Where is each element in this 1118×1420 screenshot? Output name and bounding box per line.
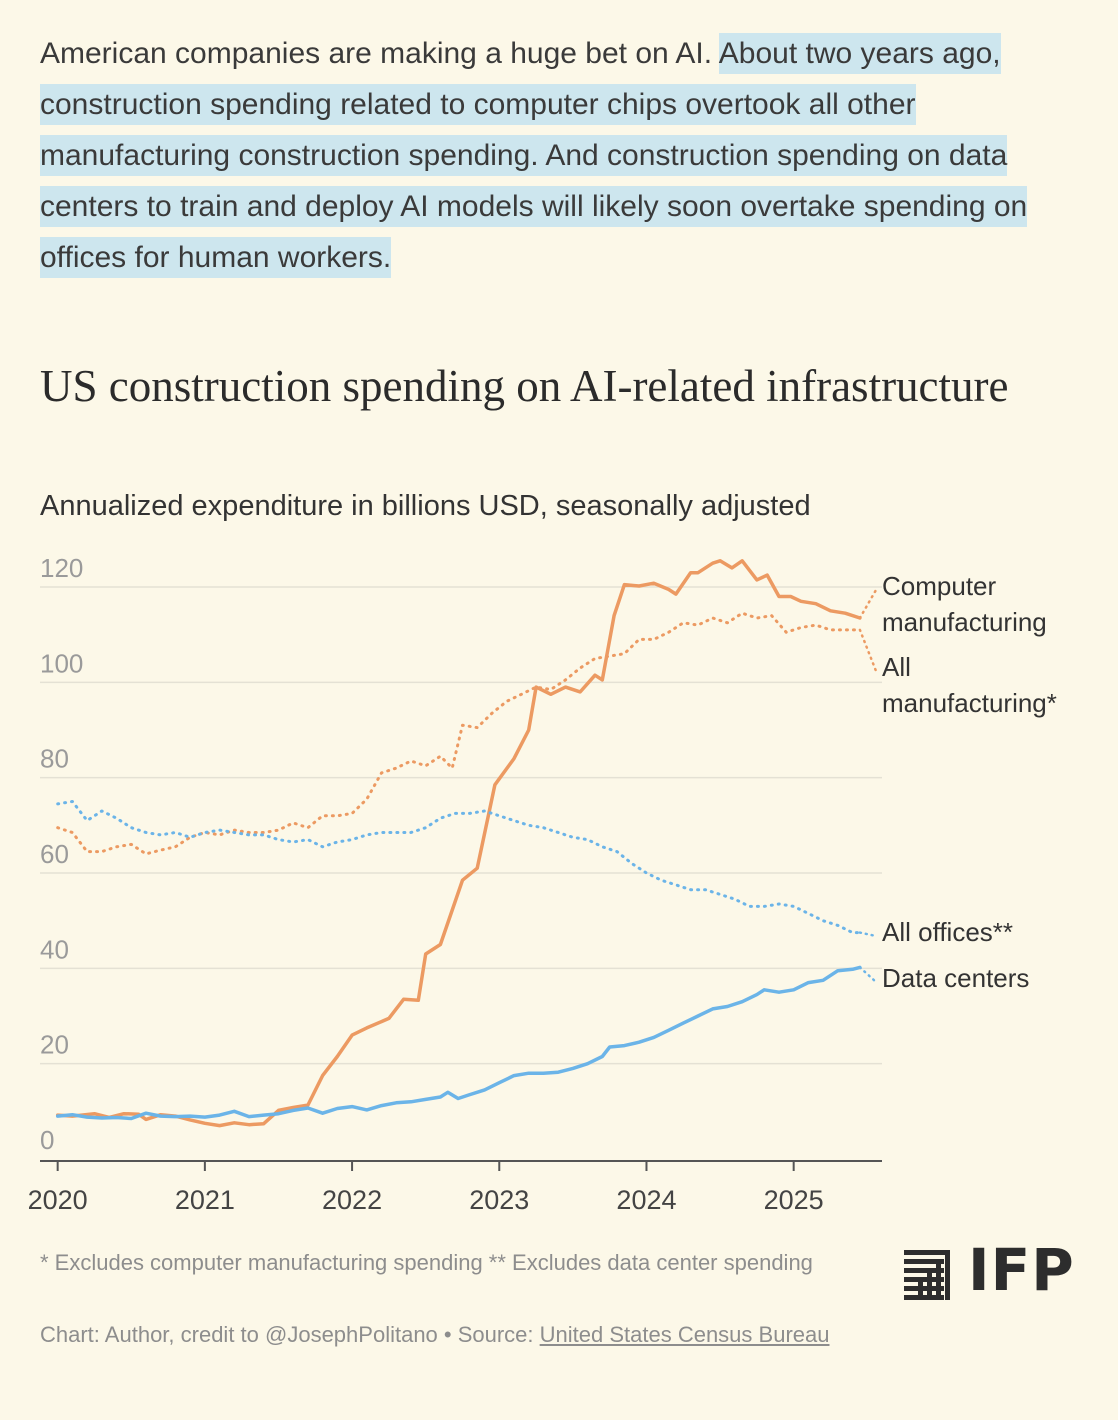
series-label-computer-manufacturing: Computer: [882, 571, 996, 601]
series-line-data-centers: [55, 965, 862, 1121]
series-connector-computer-manufacturing: [858, 588, 878, 620]
y-tick-label-60: 60: [40, 839, 69, 869]
intro-paragraph: American companies are making a huge bet…: [40, 28, 1080, 283]
y-axis-ticks: 0 20 40 60 80 100 120: [40, 553, 83, 1155]
x-tick-label-2021: 2021: [175, 1185, 235, 1215]
footnote: * Excludes computer manufacturing spendi…: [40, 1250, 813, 1275]
line-chart: 0 20 40 60 80 100 120 2020 2021 2022 2023 2024 2025…: [28, 553, 1057, 1215]
x-tick-label-2025: 2025: [764, 1185, 824, 1215]
series-label-all-offices: All offices**: [882, 917, 1013, 947]
intro-plain-text: American companies are making a huge bet…: [40, 37, 719, 70]
series-label-all-manufacturing: manufacturing*: [882, 688, 1057, 718]
y-tick-label-120: 120: [40, 553, 83, 583]
y-tick-label-20: 20: [40, 1030, 69, 1060]
series-labels: Computer manufacturing All manufacturing* Al…: [882, 571, 1057, 993]
series-line-all-offices: [56, 800, 862, 935]
x-tick-label-2023: 2023: [469, 1185, 529, 1215]
y-tick-label-100: 100: [40, 648, 83, 678]
x-tick-label-2020: 2020: [28, 1185, 88, 1215]
x-axis-ticks: 2020 2021 2022 2023 2024 2025: [28, 1161, 824, 1215]
series-label-all-manufacturing: All: [882, 652, 911, 682]
series-line-all-manufacturing: [56, 611, 862, 856]
series-connector-all-offices: [858, 931, 878, 938]
source-link[interactable]: United States Census Bureau: [539, 1322, 830, 1347]
series-lines: [55, 559, 878, 1128]
series-label-computer-manufacturing: manufacturing: [882, 607, 1047, 637]
chart-subtitle: Annualized expenditure in billions USD, …: [40, 490, 811, 522]
series-label-data-centers: Data centers: [882, 963, 1029, 993]
chart-credit: Chart: Author, credit to @JosephPolitano…: [40, 1320, 860, 1350]
x-tick-label-2022: 2022: [322, 1185, 382, 1215]
chart-title: US construction spending on AI-related i…: [40, 361, 1009, 411]
logo-text: IFP: [968, 1236, 1075, 1304]
credit-text: Chart: Author, credit to @JosephPolitano…: [40, 1322, 540, 1347]
x-tick-label-2024: 2024: [616, 1185, 676, 1215]
y-tick-label-0: 0: [40, 1125, 54, 1155]
y-tick-label-80: 80: [40, 744, 69, 774]
bars-logo-icon: [904, 1250, 950, 1300]
y-tick-label-40: 40: [40, 934, 69, 964]
series-line-computer-manufacturing: [55, 559, 862, 1128]
grid-lines: [40, 586, 882, 1065]
series-connector-data-centers: [858, 966, 878, 984]
series-connector-all-manufacturing: [858, 628, 878, 673]
